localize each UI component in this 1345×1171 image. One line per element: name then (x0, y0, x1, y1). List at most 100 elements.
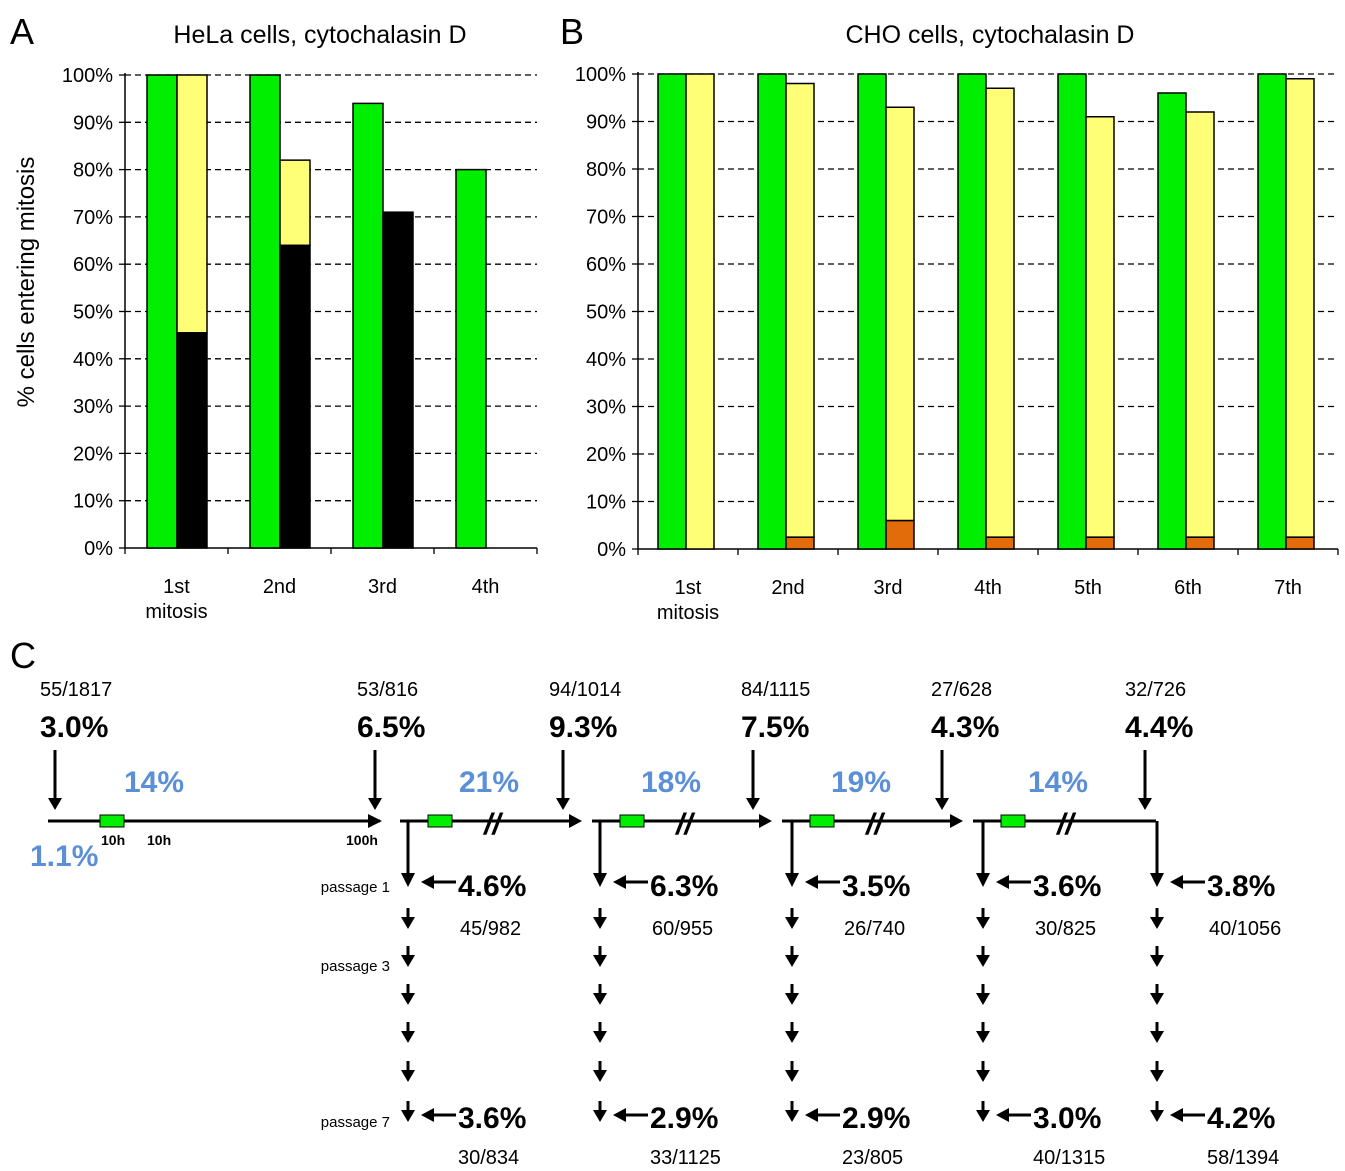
passage-arrow-head (401, 993, 415, 1005)
y-tick-label: 0% (597, 539, 626, 561)
passage-arrow-head (976, 1031, 990, 1043)
passage-arrow-head (401, 955, 415, 967)
timeline-segment-head (950, 814, 963, 828)
y-tick-label: 10% (586, 492, 626, 514)
side-arrow-head (421, 875, 434, 889)
passage-arrow-head (976, 993, 990, 1005)
bar-3-1-green (352, 102, 384, 549)
bar-3-1-green (857, 73, 887, 550)
top-percent: 3.0% (40, 711, 108, 744)
passage-arrow-head (785, 955, 799, 967)
top-arrow-head (1138, 798, 1152, 810)
x-tick-label: mitosis (657, 602, 719, 624)
bar-2-1-green (249, 74, 281, 549)
passage-arrow-head (1150, 873, 1164, 887)
passage-arrow-head (785, 993, 799, 1005)
top-count: 27/628 (931, 679, 992, 701)
top-percent: 9.3% (549, 711, 617, 744)
passage-arrow-head (401, 1031, 415, 1043)
p1-count: 45/982 (460, 918, 521, 940)
p7-count: 33/1125 (650, 1147, 721, 1169)
y-tick-label: 30% (73, 396, 113, 418)
p1-percent: 6.3% (650, 870, 718, 903)
bar-2-2-yellow (279, 159, 311, 247)
passage-arrow-head (1150, 955, 1164, 967)
side-arrow-head (613, 1108, 626, 1122)
bar-5-1-green (1057, 73, 1087, 550)
bar-3-2-yellow (885, 106, 915, 522)
bar-5-2-yellow (1085, 116, 1115, 538)
y-tick-label: 50% (73, 302, 113, 324)
top-count: 55/1817 (40, 679, 112, 701)
top-count: 53/816 (357, 679, 418, 701)
top-percent: 4.4% (1125, 711, 1193, 744)
timeline-first-head (368, 814, 382, 828)
top-arrow-head (935, 798, 949, 810)
x-tick-label: 1st (163, 576, 190, 598)
time-label: 10h (101, 832, 125, 848)
y-tick-label: 0% (84, 538, 113, 560)
passage-arrow-head (976, 873, 990, 887)
side-arrow-head (996, 1108, 1009, 1122)
y-tick-label: 40% (586, 349, 626, 371)
p7-percent: 4.2% (1207, 1102, 1275, 1135)
top-arrow-head (368, 798, 382, 810)
bar-2-2-orange (785, 536, 815, 550)
passage-label: passage 3 (321, 958, 390, 975)
panel-label-b: B (560, 11, 584, 52)
chart-a-ylabel: % cells entering mitosis (13, 157, 40, 408)
y-tick-label: 10% (73, 491, 113, 513)
bar-1-1-green (657, 73, 687, 550)
bar-4-1-green (455, 168, 487, 549)
top-percent: 4.3% (931, 711, 999, 744)
side-arrow-head (805, 875, 818, 889)
p7-percent: 2.9% (842, 1102, 910, 1135)
panel-label-c: C (10, 635, 36, 676)
passage-label: passage 1 (321, 879, 390, 896)
passage-arrow-head (785, 1070, 799, 1082)
bar-1-2-yellow (176, 74, 208, 334)
chart-b: CHO cells, cytochalasin D 0% 10% 20% 30% 40%… (575, 21, 1339, 624)
between-percent: 19% (831, 766, 891, 799)
side-arrow-head (613, 875, 626, 889)
x-tick-label: mitosis (145, 601, 207, 623)
passage-arrow-head (593, 1110, 607, 1122)
side-arrow-head (421, 1108, 434, 1122)
between-percent: 21% (459, 766, 519, 799)
bar-5-2-orange (1085, 536, 1115, 550)
passage-arrow-head (593, 873, 607, 887)
y-tick-label: 80% (73, 160, 113, 182)
panel-label-a: A (10, 11, 34, 52)
x-tick-label: 3rd (874, 577, 903, 599)
bar-4-1-green (957, 73, 987, 550)
y-tick-label: 20% (586, 444, 626, 466)
p1-count: 60/955 (652, 918, 713, 940)
p7-count: 58/1394 (1207, 1147, 1279, 1169)
passage-arrow-head (1150, 993, 1164, 1005)
passage-arrow-head (593, 1070, 607, 1082)
passage-arrow-head (1150, 1070, 1164, 1082)
passage-arrow-head (976, 917, 990, 929)
x-tick-label: 2nd (771, 577, 804, 599)
passage-arrow-head (785, 917, 799, 929)
bar-6-2-orange (1185, 536, 1215, 550)
x-tick-label: 4th (472, 576, 500, 598)
passage-arrow-head (401, 1070, 415, 1082)
bar-1-1-green (146, 74, 178, 549)
timeline-segment-head (759, 814, 772, 828)
chart-b-title: CHO cells, cytochalasin D (846, 21, 1135, 49)
bar-7-2-yellow (1285, 78, 1315, 538)
break-mark: // (674, 808, 695, 841)
p1-percent: 3.8% (1207, 870, 1275, 903)
bar-3-2-orange (885, 519, 915, 550)
bar-1-2-black (176, 332, 208, 549)
passage-arrow-head (593, 993, 607, 1005)
passage-arrow-head (1150, 917, 1164, 929)
x-tick-label: 2nd (263, 576, 296, 598)
y-tick-label: 40% (73, 349, 113, 371)
p1-count: 30/825 (1035, 918, 1096, 940)
x-tick-label: 4th (974, 577, 1002, 599)
chart-a: HeLa cells, cytochalasin D % cells enter… (13, 21, 538, 623)
marker-green (99, 814, 125, 828)
top-count: 94/1014 (549, 679, 621, 701)
